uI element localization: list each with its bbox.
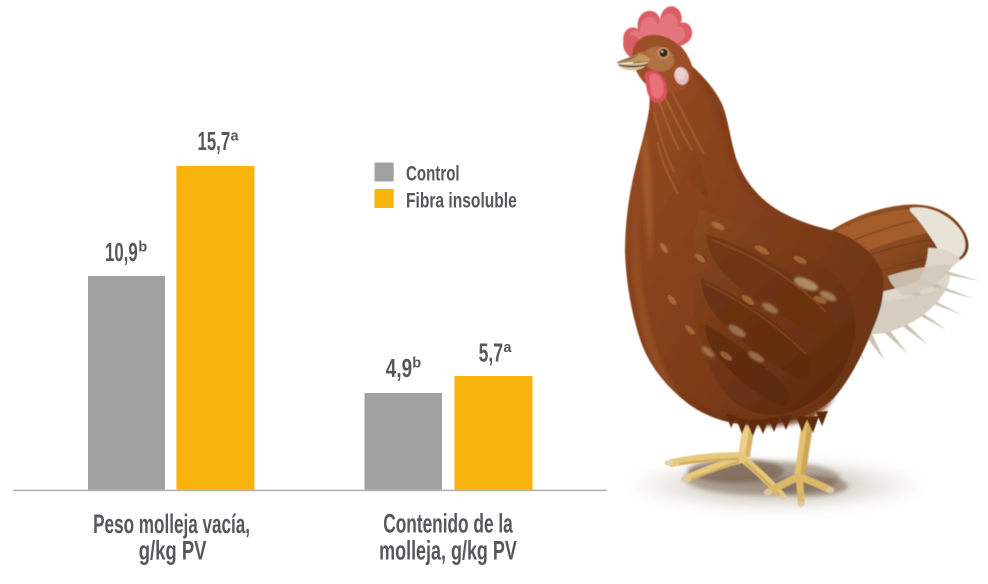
svg-text:Fibra insoluble: Fibra insoluble bbox=[406, 190, 517, 213]
svg-text:b: b bbox=[412, 356, 421, 372]
svg-text:Peso molleja vacía,: Peso molleja vacía, bbox=[93, 509, 250, 539]
svg-text:Contenido de la: Contenido de la bbox=[383, 508, 513, 538]
svg-text:Control: Control bbox=[406, 162, 460, 185]
svg-text:5,7: 5,7 bbox=[479, 337, 503, 367]
svg-text:4,9: 4,9 bbox=[386, 353, 412, 383]
svg-text:molleja, g/kg PV: molleja, g/kg PV bbox=[379, 535, 517, 565]
svg-text:15,7: 15,7 bbox=[198, 126, 231, 156]
svg-text:g/kg PV: g/kg PV bbox=[139, 536, 207, 566]
svg-text:a: a bbox=[503, 340, 512, 356]
svg-text:a: a bbox=[231, 129, 240, 145]
svg-text:10,9: 10,9 bbox=[105, 237, 138, 267]
svg-text:b: b bbox=[138, 240, 147, 256]
